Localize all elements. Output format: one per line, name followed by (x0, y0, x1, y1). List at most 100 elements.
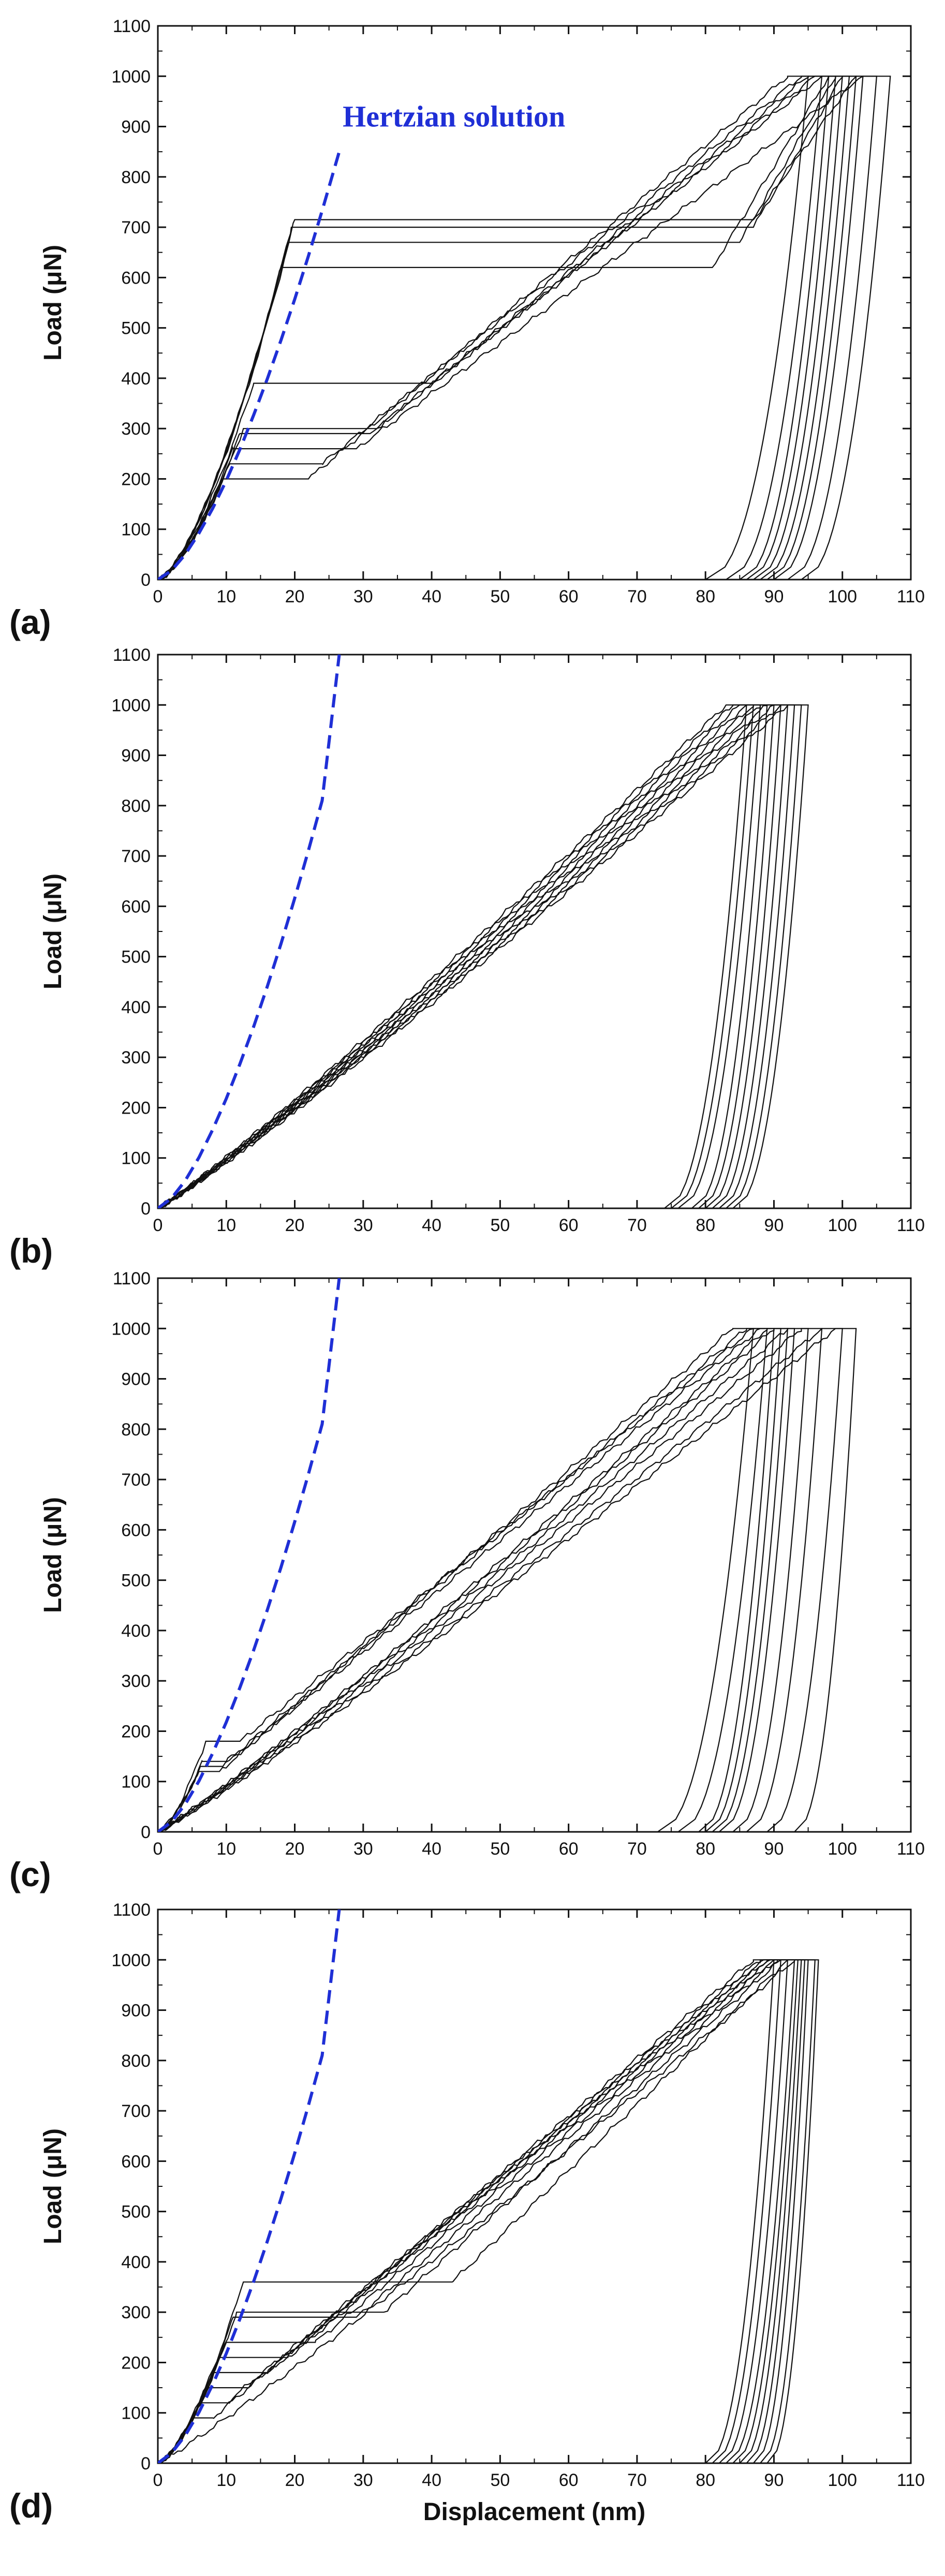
y-axis-label: Load (μN) (39, 874, 67, 989)
series-line-test-4 (158, 76, 836, 580)
y-tick-label: 300 (121, 419, 151, 439)
series-line-test-4 (158, 1959, 795, 2463)
x-tick-label: 70 (627, 1216, 647, 1235)
y-tick-label: 800 (121, 1420, 151, 1440)
data-area (158, 655, 809, 1208)
y-tick-label: 600 (121, 897, 151, 916)
y-tick-label: 900 (121, 2001, 151, 2021)
y-tick-label: 600 (121, 268, 151, 288)
x-tick-label: 10 (216, 1839, 236, 1859)
x-tick-label: 0 (153, 1839, 163, 1859)
panel-a: 0 10 20 30 40 50 60 70 80 90 100 110010020030040050… (9, 17, 925, 641)
y-tick-label: 700 (121, 218, 151, 238)
y-tick-label: 1100 (113, 17, 151, 36)
x-tick-label: 60 (559, 2470, 579, 2490)
y-tick-label: 600 (121, 1520, 151, 1540)
series-line-test-10 (158, 76, 891, 580)
x-tick-label: 90 (764, 1216, 784, 1235)
hertzian-curve (158, 151, 341, 580)
y-tick-label: 200 (121, 469, 151, 489)
y-tick-label: 1100 (113, 1900, 151, 1920)
y-tick-label: 0 (141, 570, 151, 590)
x-tick-label: 100 (828, 1839, 857, 1859)
series-line-test-5 (158, 1959, 799, 2463)
series-line-test-4 (158, 1328, 781, 1832)
y-tick-label: 0 (141, 2454, 151, 2474)
series-line-test-8 (158, 76, 864, 580)
x-tick-label: 50 (490, 1839, 510, 1859)
series-line-test-9 (158, 1959, 816, 2463)
series-line-test-1 (158, 1959, 775, 2463)
series-line-test-6 (158, 704, 781, 1208)
x-tick-label: 90 (764, 2470, 784, 2490)
series-line-test-3 (158, 1959, 789, 2463)
x-tick-label: 100 (828, 2470, 857, 2490)
y-tick-label: 200 (121, 2353, 151, 2373)
y-tick-label: 900 (121, 746, 151, 766)
x-tick-label: 80 (696, 1839, 715, 1859)
y-tick-label: 1000 (111, 1950, 151, 1970)
panel-label: (a) (9, 603, 51, 641)
y-tick-label: 400 (121, 998, 151, 1017)
y-tick-label: 1000 (111, 67, 151, 86)
x-tick-label: 110 (897, 2470, 925, 2490)
y-tick-label: 800 (121, 796, 151, 816)
y-tick-label: 0 (141, 1823, 151, 1842)
series-line-test-8 (158, 704, 795, 1208)
series-line-test-8 (158, 1328, 823, 1832)
x-tick-label: 60 (559, 1216, 579, 1235)
series-line-test-1 (158, 1328, 754, 1832)
y-tick-label: 100 (121, 1149, 151, 1168)
series-line-test-9 (158, 1328, 843, 1832)
y-tick-label: 800 (121, 2051, 151, 2071)
x-tick-label: 0 (153, 2470, 163, 2490)
x-tick-label: 60 (559, 1839, 579, 1859)
y-tick-label: 300 (121, 1048, 151, 1068)
y-tick-label: 500 (121, 2202, 151, 2222)
x-tick-label: 110 (897, 1839, 925, 1859)
plot-frame (157, 1908, 912, 2464)
y-tick-label: 900 (121, 1370, 151, 1389)
hertzian-annotation: Hertzian solution (343, 100, 565, 134)
x-tick-label: 80 (696, 587, 715, 606)
y-tick-label: 400 (121, 2253, 151, 2272)
x-tick-label: 90 (764, 1839, 784, 1859)
y-tick-label: 200 (121, 1098, 151, 1118)
y-tick-label: 900 (121, 117, 151, 137)
x-tick-label: 0 (153, 1216, 163, 1235)
x-tick-label: 40 (422, 1216, 441, 1235)
hertzian-curve (158, 1909, 341, 2463)
y-tick-label: 300 (121, 1671, 151, 1691)
series-line-test-10 (158, 704, 809, 1208)
panel-label: (b) (9, 1232, 53, 1270)
x-tick-label: 100 (828, 1216, 857, 1235)
series-line-test-3 (158, 704, 761, 1208)
x-tick-label: 20 (285, 587, 305, 606)
y-tick-label: 1100 (113, 645, 151, 665)
panel-b: 0 10 20 30 40 50 60 70 80 90 100 110010020030040050… (9, 645, 925, 1270)
y-tick-label: 700 (121, 1470, 151, 1490)
series-line-test-9 (158, 704, 802, 1208)
y-tick-label: 1100 (113, 1269, 151, 1289)
series-line-test-2 (158, 76, 823, 580)
series-line-test-5 (158, 1328, 789, 1832)
series-line-test-1 (158, 704, 747, 1208)
x-tick-label: 50 (490, 587, 510, 606)
series-line-test-7 (158, 1328, 809, 1832)
y-axis-label: Load (μN) (39, 2128, 67, 2244)
x-tick-label: 40 (422, 2470, 441, 2490)
x-tick-label: 100 (828, 587, 857, 606)
y-tick-label: 100 (121, 1772, 151, 1792)
x-tick-label: 20 (285, 2470, 305, 2490)
series-line-test-7 (158, 704, 789, 1208)
x-tick-label: 40 (422, 1839, 441, 1859)
y-tick-label: 500 (121, 319, 151, 338)
x-tick-label: 0 (153, 587, 163, 606)
y-tick-label: 400 (121, 369, 151, 389)
y-axis-label: Load (μN) (39, 245, 67, 361)
y-tick-label: 100 (121, 520, 151, 540)
x-tick-label: 40 (422, 587, 441, 606)
series-line-test-8 (158, 1959, 809, 2463)
y-tick-label: 800 (121, 168, 151, 187)
